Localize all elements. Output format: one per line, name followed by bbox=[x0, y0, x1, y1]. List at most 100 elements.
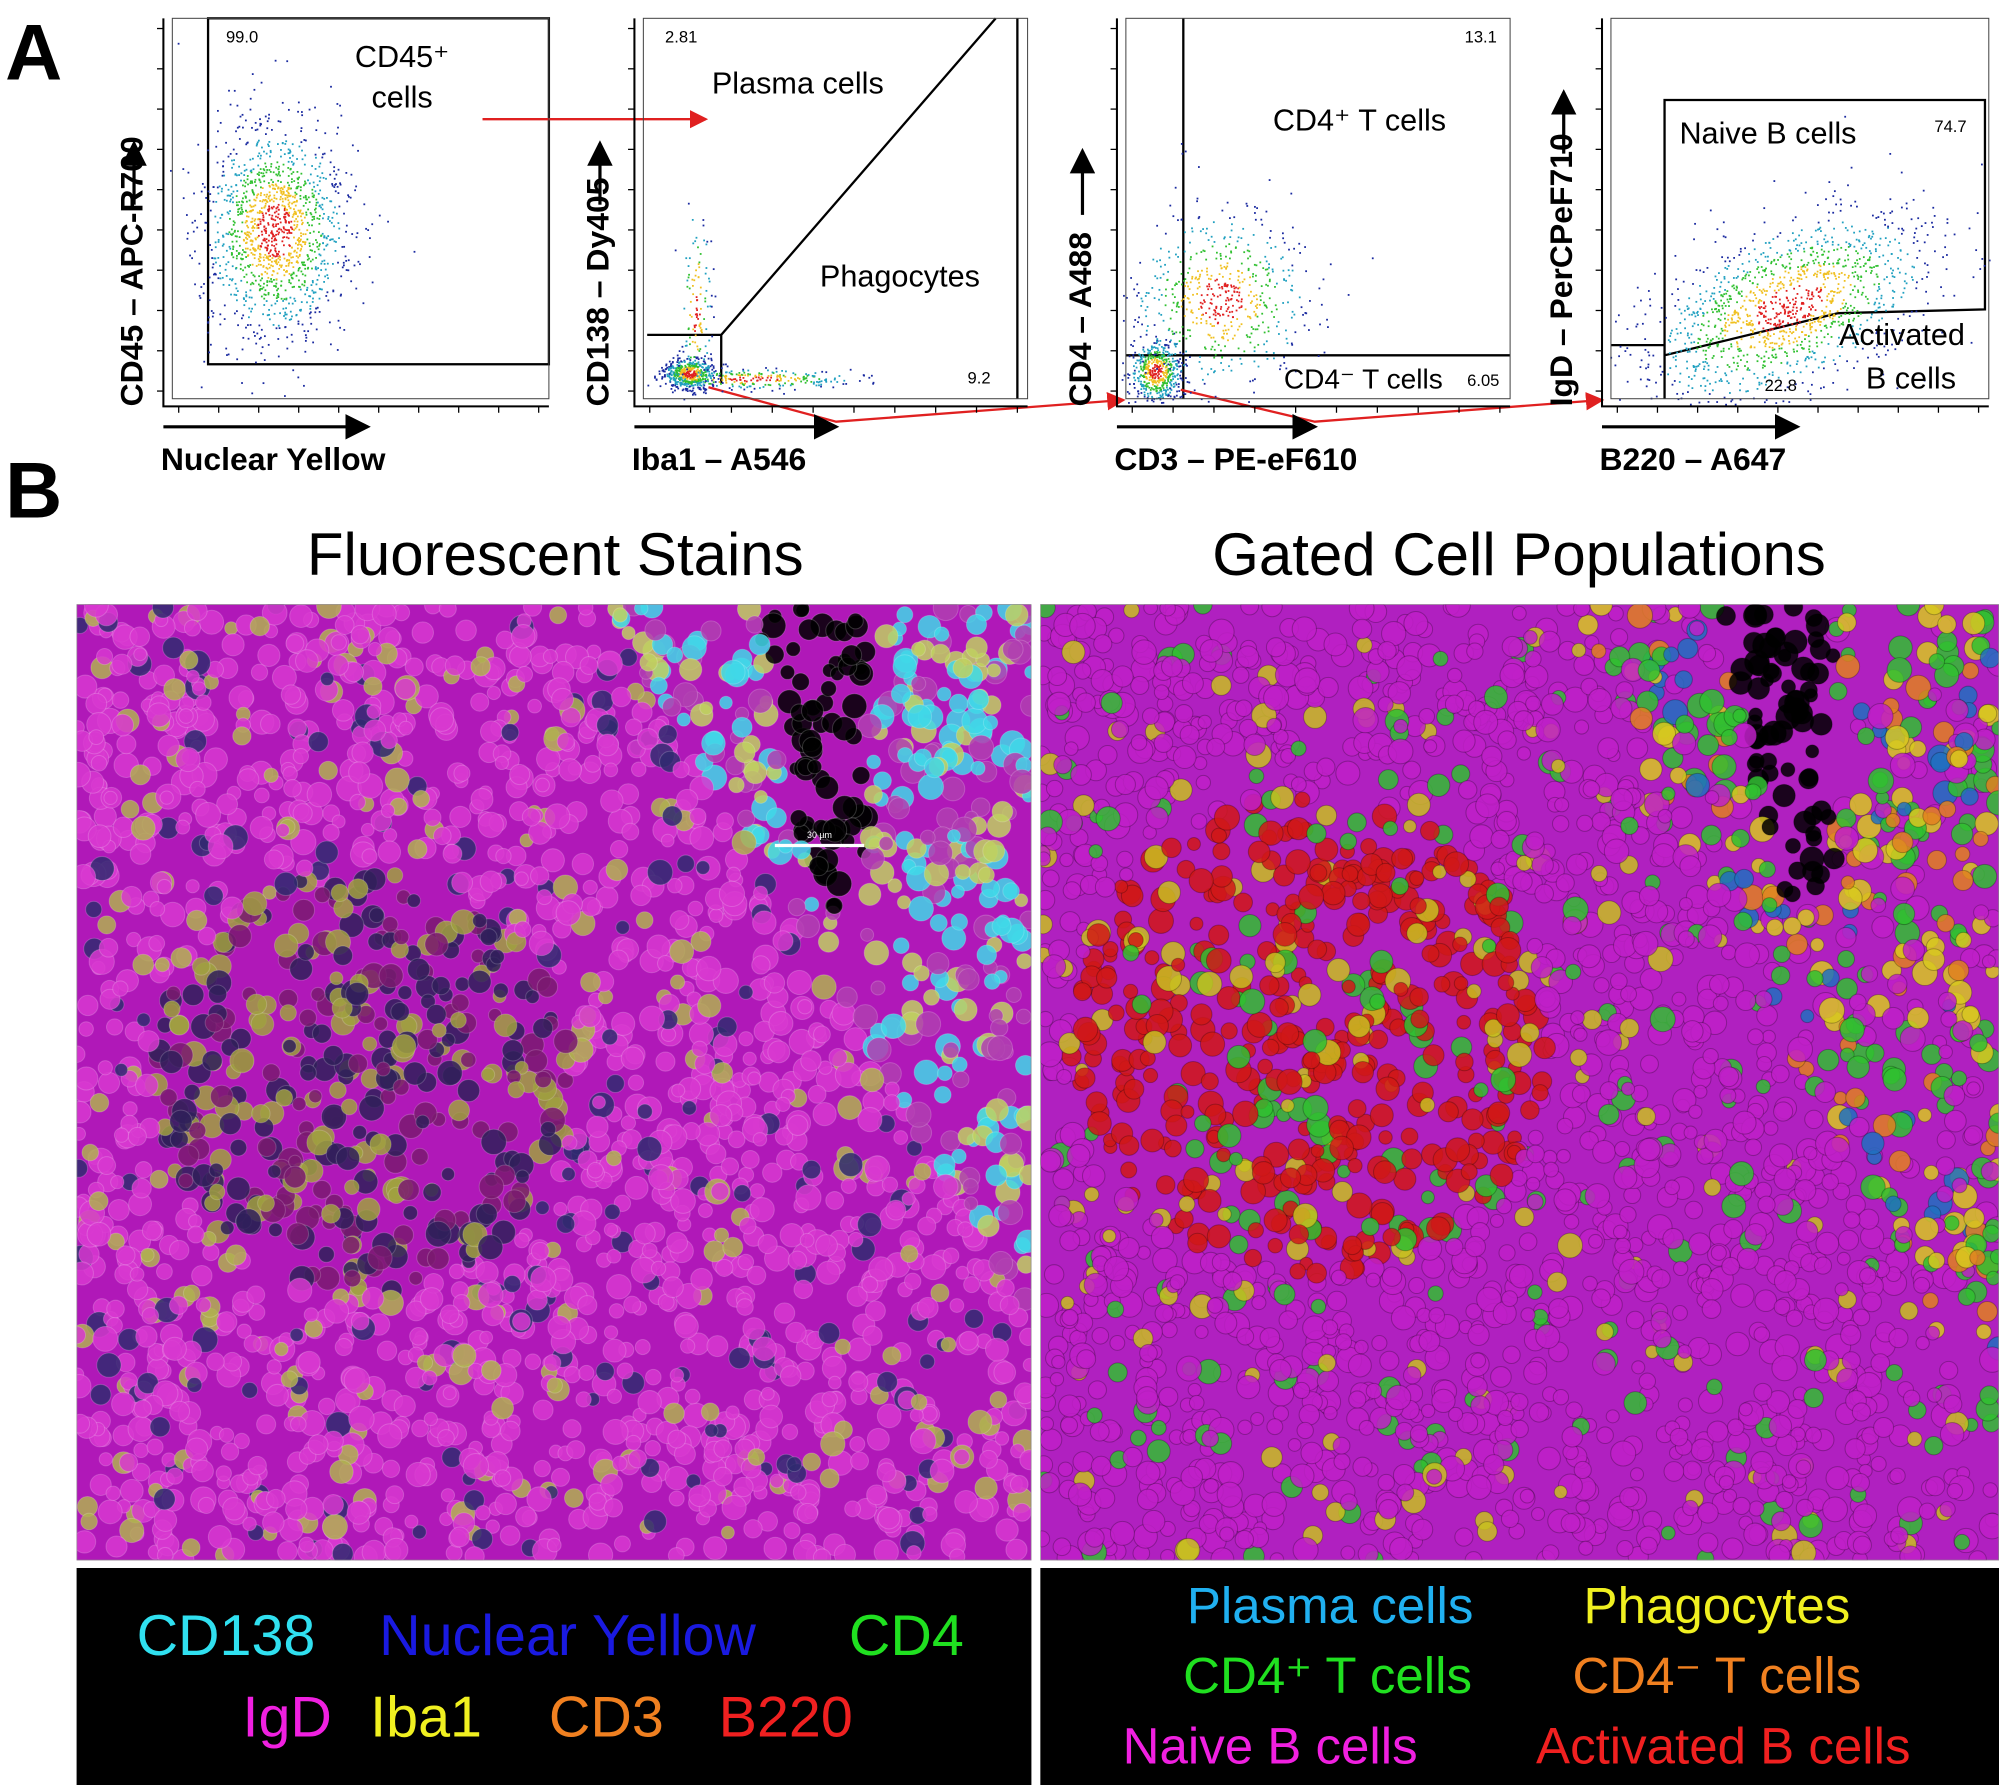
event-dot bbox=[705, 328, 708, 331]
event-dot bbox=[257, 244, 260, 247]
event-dot bbox=[238, 236, 241, 239]
event-dot bbox=[323, 152, 326, 155]
event-dot bbox=[1243, 251, 1246, 254]
event-dot bbox=[1133, 383, 1135, 385]
event-dot bbox=[1830, 336, 1833, 338]
event-dot bbox=[345, 172, 348, 174]
event-dot bbox=[1800, 266, 1803, 268]
event-dot bbox=[1853, 317, 1856, 320]
event-dot bbox=[238, 244, 241, 247]
event-dot bbox=[1671, 383, 1674, 386]
gate-label: 74.7 bbox=[1934, 117, 1966, 136]
event-dot bbox=[265, 266, 268, 269]
event-dot bbox=[257, 283, 260, 286]
event-dot bbox=[750, 379, 753, 382]
event-dot bbox=[1168, 360, 1171, 363]
event-dot bbox=[704, 363, 707, 366]
event-dot bbox=[1165, 360, 1168, 363]
event-dot bbox=[333, 240, 336, 243]
event-dot bbox=[1724, 372, 1727, 375]
event-dot bbox=[1149, 375, 1152, 378]
event-dot bbox=[278, 171, 280, 173]
event-dot bbox=[262, 216, 265, 219]
event-dot bbox=[1699, 338, 1701, 341]
event-dot bbox=[260, 207, 263, 210]
event-dot bbox=[1247, 269, 1250, 272]
event-dot bbox=[314, 168, 317, 170]
event-dot bbox=[1233, 290, 1236, 293]
event-dot bbox=[1860, 335, 1863, 338]
event-dot bbox=[1256, 315, 1259, 318]
event-dot bbox=[1905, 282, 1908, 285]
event-dot bbox=[1156, 366, 1159, 369]
event-dot bbox=[692, 387, 695, 390]
event-dot bbox=[743, 388, 746, 391]
event-dot bbox=[335, 183, 337, 185]
event-dot bbox=[699, 313, 701, 316]
event-dot bbox=[1874, 243, 1877, 246]
event-dot bbox=[1189, 391, 1192, 394]
event-dot bbox=[331, 183, 334, 185]
event-dot bbox=[706, 352, 709, 354]
event-dot bbox=[225, 141, 227, 144]
event-dot bbox=[1917, 217, 1920, 220]
event-dot bbox=[1735, 368, 1738, 371]
event-dot bbox=[1772, 273, 1775, 276]
event-dot bbox=[1173, 385, 1176, 388]
event-dot bbox=[263, 297, 266, 300]
event-dot bbox=[304, 339, 307, 342]
event-dot bbox=[251, 263, 254, 266]
event-dot bbox=[1152, 383, 1154, 386]
event-dot bbox=[1147, 358, 1150, 361]
event-dot bbox=[1161, 355, 1164, 358]
event-dot bbox=[1749, 291, 1752, 294]
event-dot bbox=[1768, 379, 1771, 382]
event-dot bbox=[683, 382, 686, 385]
event-dot bbox=[323, 281, 325, 283]
event-dot bbox=[271, 244, 273, 247]
event-dot bbox=[1150, 355, 1153, 357]
event-dot bbox=[291, 154, 294, 157]
event-dot bbox=[1809, 247, 1812, 249]
event-dot bbox=[1702, 377, 1705, 380]
event-dot bbox=[260, 230, 263, 233]
event-dot bbox=[1731, 321, 1734, 324]
axis bbox=[633, 18, 1028, 408]
event-dot bbox=[1808, 350, 1811, 353]
event-dot bbox=[251, 181, 254, 184]
event-dot bbox=[1704, 360, 1707, 363]
event-dot bbox=[692, 367, 694, 369]
event-dot bbox=[1789, 267, 1791, 270]
event-dot bbox=[708, 374, 710, 377]
event-dot bbox=[1764, 305, 1767, 308]
event-dot bbox=[276, 300, 279, 302]
event-dot bbox=[250, 243, 253, 246]
event-dot bbox=[1766, 290, 1768, 292]
event-dot bbox=[1730, 343, 1733, 346]
event-dot bbox=[1214, 340, 1217, 343]
event-dot bbox=[228, 245, 231, 248]
event-dot bbox=[1210, 274, 1213, 277]
event-dot bbox=[304, 274, 307, 277]
event-dot bbox=[1141, 385, 1143, 388]
event-dot bbox=[233, 230, 236, 233]
event-dot bbox=[1822, 274, 1825, 277]
event-dot bbox=[1626, 328, 1629, 330]
event-dot bbox=[1142, 355, 1145, 358]
event-dot bbox=[1901, 339, 1904, 342]
event-dot bbox=[704, 355, 706, 358]
event-dot bbox=[296, 158, 298, 160]
event-dot bbox=[1749, 321, 1751, 324]
event-dot bbox=[256, 227, 259, 229]
event-dot bbox=[343, 212, 345, 215]
event-dot bbox=[1771, 278, 1774, 280]
event-dot bbox=[694, 330, 696, 332]
event-dot bbox=[1848, 313, 1851, 315]
event-dot bbox=[265, 300, 268, 302]
event-dot bbox=[229, 200, 232, 203]
event-dot bbox=[1778, 325, 1781, 328]
panel-label: B bbox=[5, 445, 62, 534]
event-dot bbox=[1831, 323, 1834, 325]
event-dot bbox=[708, 339, 711, 342]
event-dot bbox=[678, 379, 681, 382]
